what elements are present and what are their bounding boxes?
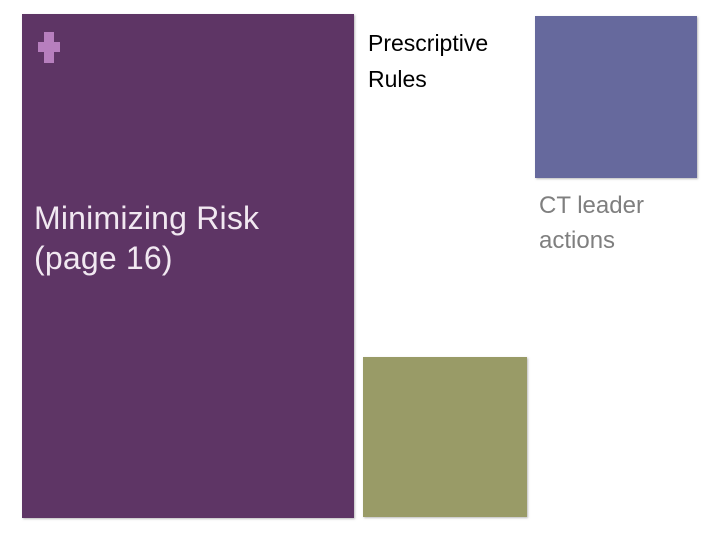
plus-icon [38,32,60,63]
slide-title-line-1: Minimizing Risk [34,200,260,236]
slide-subtitle-line-2: Rules [368,66,427,92]
plus-icon-horizontal-bar [38,42,60,52]
side-note-line-1: CT leader [539,192,644,219]
slide-title: Minimizing Risk (page 16) [34,198,324,278]
blue-accent-square [535,16,697,178]
slide-subtitle-line-1: Prescriptive [368,30,489,56]
olive-accent-square [363,357,527,517]
side-note-line-2: actions [539,227,616,254]
title-panel: Minimizing Risk (page 16) [22,14,354,518]
side-note: CT leader actions [539,188,689,258]
slide-subtitle: Prescriptive Rules [368,25,528,97]
slide-title-line-2: (page 16) [34,240,173,276]
